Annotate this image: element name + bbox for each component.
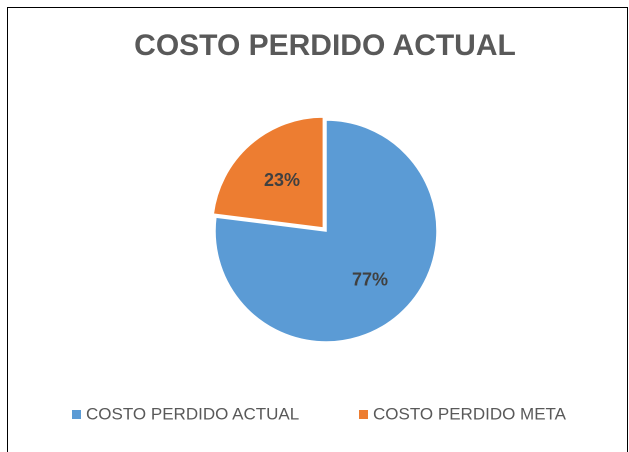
legend-swatch [72, 410, 81, 419]
legend-label: COSTO PERDIDO META [373, 404, 567, 423]
legend-label: COSTO PERDIDO ACTUAL [86, 404, 299, 423]
legend-swatch [359, 410, 368, 419]
data-label: 23% [264, 170, 300, 190]
chart-title: COSTO PERDIDO ACTUAL [134, 29, 516, 62]
data-label: 77% [352, 270, 388, 290]
chart-border [7, 7, 628, 452]
pie-slice [212, 116, 325, 229]
pie-slice [214, 119, 438, 343]
